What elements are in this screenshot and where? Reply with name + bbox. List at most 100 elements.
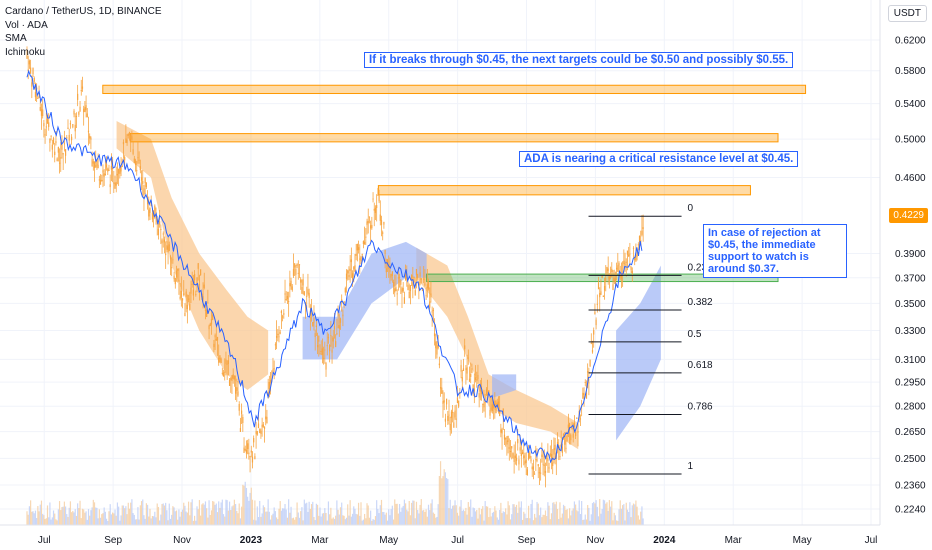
- volume-bar: [316, 504, 319, 525]
- volume-bar: [634, 504, 636, 525]
- indicator-sma[interactable]: SMA: [5, 33, 27, 44]
- candle-body: [564, 440, 566, 445]
- candle-body: [526, 469, 528, 476]
- volume-bar: [131, 499, 133, 525]
- candle-body: [467, 357, 469, 359]
- annotation-targets[interactable]: If it breaks through $0.45, the next tar…: [364, 52, 794, 68]
- price-axis[interactable]: 0.6200 0.5800 0.5400 0.5000 0.4600 0.3900 0.37…: [879, 0, 926, 525]
- indicator-volume[interactable]: Vol · ADA: [5, 19, 48, 31]
- candle-body: [439, 387, 442, 389]
- candle-body: [474, 377, 477, 381]
- annotation-support[interactable]: In case of rejection at $0.45, the immed…: [703, 224, 847, 278]
- candle-body: [359, 258, 361, 260]
- candle-body: [549, 453, 551, 456]
- annotation-resistance[interactable]: ADA is nearing a critical resistance lev…: [519, 151, 799, 167]
- volume-bar: [156, 503, 158, 525]
- volume-bar: [514, 506, 516, 525]
- time-tick-label: Sep: [518, 535, 536, 546]
- candle-body: [347, 270, 349, 274]
- volume-bar: [220, 502, 222, 525]
- volume-bar: [637, 515, 639, 525]
- volume-bar: [95, 507, 97, 525]
- volume-bar: [155, 517, 157, 525]
- volume-bar: [333, 518, 336, 525]
- volume-bar: [143, 515, 145, 525]
- volume-bar: [351, 513, 354, 525]
- indicator-ichimoku[interactable]: Ichimoku: [5, 46, 46, 58]
- volume-bar: [332, 517, 334, 525]
- candle-body: [203, 284, 205, 288]
- candle-body: [385, 268, 387, 273]
- volume-bar: [611, 501, 613, 525]
- candle-body: [91, 159, 93, 167]
- volume-bar: [207, 517, 209, 525]
- volume-bar: [526, 517, 528, 525]
- volume-bar: [118, 506, 120, 525]
- volume-bar: [92, 499, 94, 525]
- volume-bar: [162, 503, 164, 525]
- candle-body: [42, 109, 44, 117]
- volume-bar: [449, 499, 451, 525]
- volume-bar: [288, 499, 290, 525]
- symbol-title[interactable]: Cardano / TetherUS, 1D, BINANCE: [5, 6, 162, 17]
- zone-target_055[interactable]: [102, 84, 807, 95]
- candle-body: [443, 400, 445, 403]
- volume-bar: [398, 504, 401, 525]
- candle-body: [623, 260, 625, 265]
- candle-body: [57, 147, 59, 153]
- volume-bar: [452, 505, 454, 525]
- volume-bar: [618, 509, 620, 525]
- time-axis[interactable]: Jul Sep Nov 2023 Mar May Jul Sep Nov 2024 Mar May Ju…: [0, 524, 880, 546]
- volume-bar: [56, 520, 58, 525]
- volume-bar: [512, 504, 514, 525]
- volume-bar: [614, 515, 617, 525]
- candle-body: [168, 244, 170, 252]
- volume-bar: [507, 501, 509, 525]
- currency-label[interactable]: USDT: [887, 5, 927, 22]
- candle-body: [605, 277, 607, 282]
- zone-target_050[interactable]: [129, 133, 779, 143]
- volume-bar: [484, 501, 486, 525]
- volume-bar: [494, 506, 496, 525]
- candle-body: [534, 473, 536, 475]
- volume-bar: [572, 508, 574, 525]
- candle-body: [226, 363, 228, 365]
- volume-bar: [402, 505, 404, 525]
- candle-body: [535, 459, 537, 461]
- volume-bar: [455, 505, 457, 525]
- candle-body: [448, 414, 450, 416]
- volume-bar: [386, 520, 389, 525]
- volume-bar: [515, 504, 518, 525]
- candle-body: [173, 275, 175, 280]
- candle-body: [69, 123, 72, 125]
- candle-body: [79, 106, 81, 112]
- candle-body: [291, 286, 293, 291]
- price-tick-label: 0.3500: [895, 299, 926, 310]
- candle-body: [219, 355, 221, 360]
- volume-bar: [271, 515, 273, 525]
- candle-body: [238, 403, 240, 411]
- zone-resistance[interactable]: [377, 185, 751, 196]
- candle-body: [600, 291, 602, 295]
- candle-body: [63, 143, 65, 145]
- volume-bar: [343, 515, 345, 525]
- candle-body: [400, 280, 402, 285]
- volume-bar: [625, 502, 627, 525]
- candle-body: [292, 269, 295, 276]
- horizontal-zones[interactable]: [102, 84, 807, 283]
- volume-bar: [368, 517, 371, 525]
- volume-bar: [319, 507, 321, 525]
- candle-body: [338, 325, 340, 329]
- candle-body: [532, 466, 535, 470]
- volume-bar: [345, 517, 348, 525]
- volume-bar: [608, 500, 610, 525]
- candle-body: [242, 417, 244, 423]
- fib-level-label: 0: [688, 203, 694, 214]
- fibonacci-retracement[interactable]: 0 0.236 0.382 0.5 0.618 0.786 1: [588, 203, 713, 475]
- volume-bar: [349, 500, 351, 525]
- volume-bar: [517, 512, 519, 525]
- candle-body: [473, 388, 475, 392]
- volume-bar: [34, 510, 37, 525]
- volume-bar: [506, 514, 508, 525]
